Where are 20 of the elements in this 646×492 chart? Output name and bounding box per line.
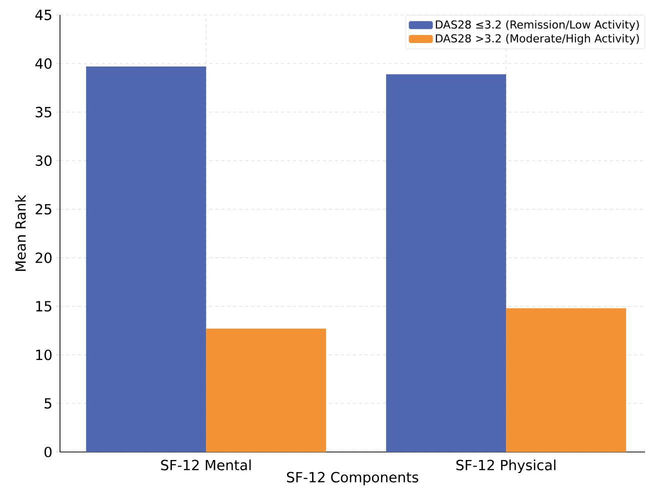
bar [206,328,326,452]
y-tick-label: 0 [44,446,52,458]
y-tick-label: 45 [35,10,52,20]
y-tick-label: 40 [35,58,52,69]
y-tick-label: 25 [36,204,52,215]
legend-label: DAS28 ≤3.2 (Remission/Low Activity) [436,20,639,31]
bar [86,66,206,452]
y-tick-label: 30 [36,155,52,166]
y-tick-label: 5 [44,398,52,409]
y-tick-label: 10 [36,350,52,360]
y-tick-label: 15 [36,301,52,312]
x-tick-label: SF-12 Physical [456,460,556,474]
x-tick-label: SF-12 Mental [161,460,251,470]
y-tick-label: 35 [36,106,52,118]
y-tick-label: 20 [36,252,52,264]
legend-label: DAS28 >3.2 (Moderate/High Activity) [436,34,639,45]
x-axis-title: SF-12 Components [287,472,418,486]
y-axis-title: Mean Rank [14,194,26,271]
bar [386,74,506,452]
bar [506,308,626,452]
